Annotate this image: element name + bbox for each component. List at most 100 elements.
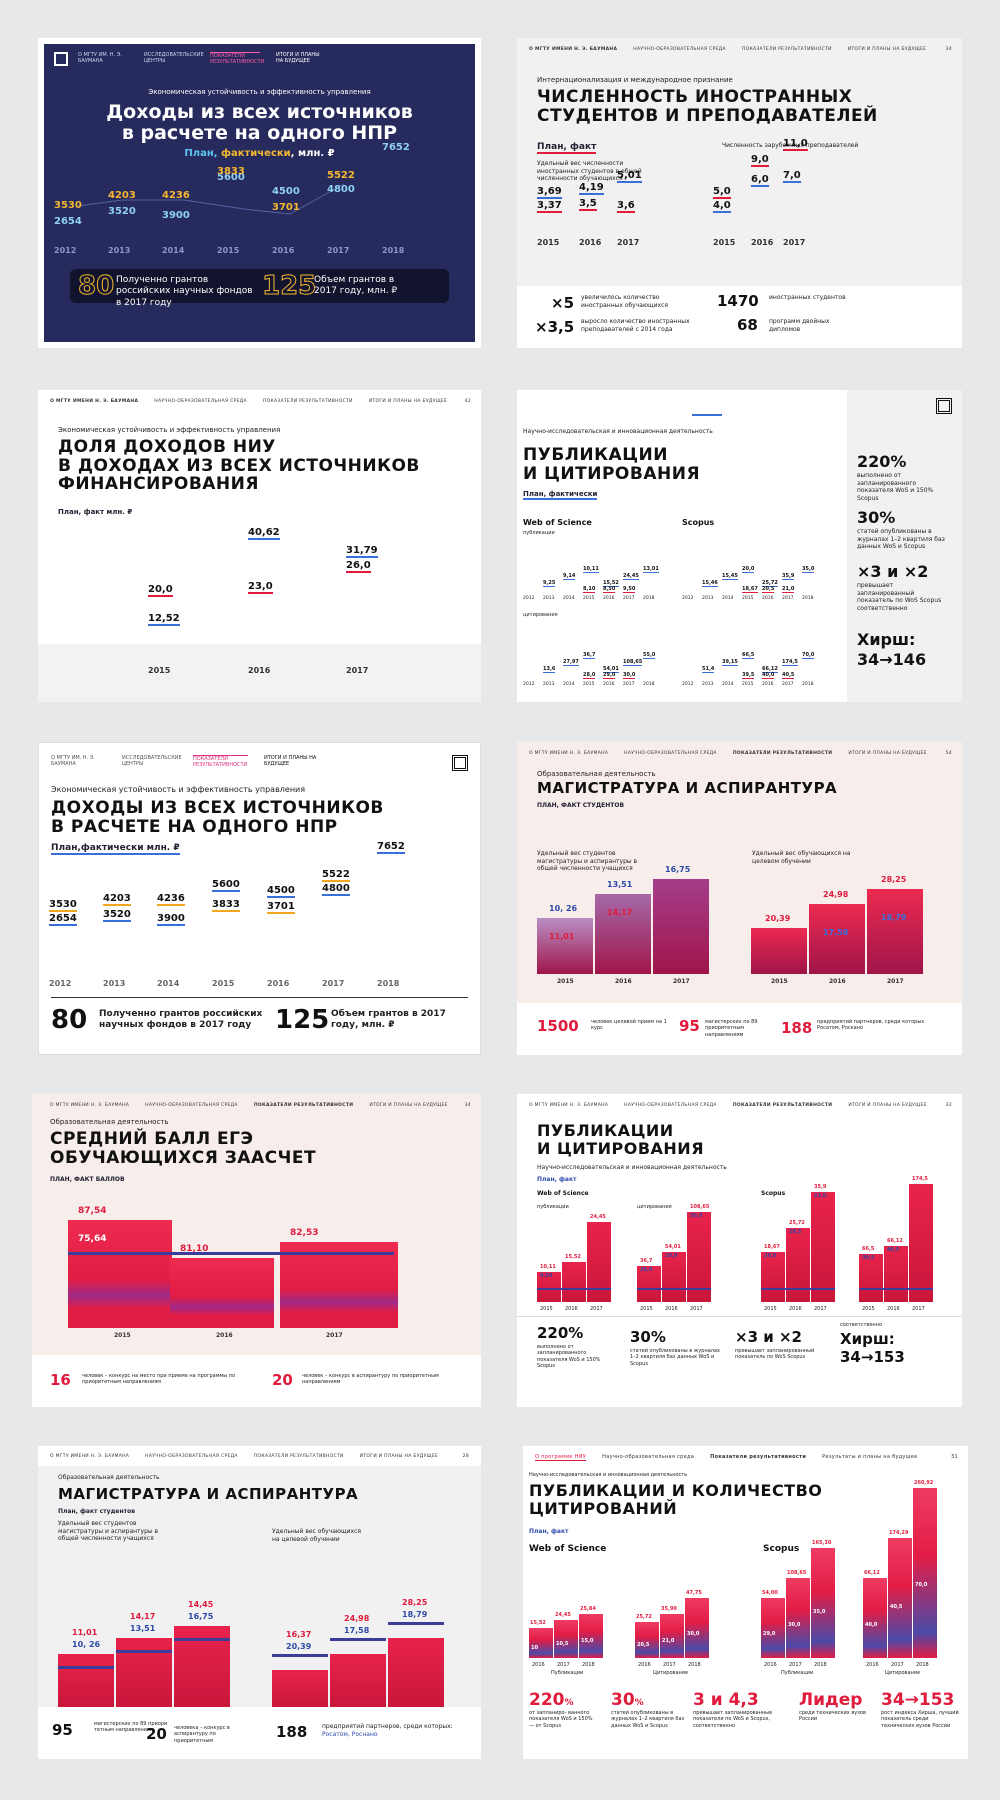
year-label: 2015 [742, 596, 754, 601]
stat-number: 30% [611, 1690, 644, 1710]
nav-item[interactable]: О МГТУ им. Н. Э. Баумана [78, 52, 122, 64]
chart-label: Scopus [682, 518, 715, 527]
nav-item[interactable]: О МГТУ имени Н. Э. Баумана [529, 750, 609, 756]
plan-value: 29,0 [763, 1631, 776, 1637]
year-label: 2017 [789, 1662, 802, 1668]
stat-text: магистерских по 89 приори тетным направл… [94, 1721, 168, 1734]
legend: План, фактически [523, 490, 598, 500]
nav-item[interactable]: Исследовательские центры [122, 755, 182, 767]
plan-value: 66,5 [742, 652, 755, 659]
stat-number: 188 [276, 1723, 308, 1741]
year-label: 2017 [322, 979, 345, 988]
bar-plan [751, 928, 807, 974]
nav-item[interactable]: Исследовательские центры [144, 52, 204, 64]
sidebar-number: Хирш: [857, 630, 916, 649]
nav-item[interactable]: Показатели результативности [732, 750, 833, 756]
year-label: 2017 [617, 238, 640, 247]
year-label: 2016 [603, 596, 615, 601]
nav-item[interactable]: Научно-образовательная среда [145, 1102, 238, 1108]
stat-text: человек целевой прием на 1 курс [591, 1019, 667, 1032]
bar-fact [884, 1246, 908, 1302]
year-label: 2013 [702, 596, 714, 601]
nav-item[interactable]: Показатели результативности [710, 1454, 807, 1460]
nav-item[interactable]: Показатели результативности [253, 1453, 344, 1459]
chart-note: Удельный вес обучающихся на целевом обуч… [752, 850, 851, 865]
plan-value: 13,6 [543, 666, 556, 673]
year-label: 2014 [722, 682, 734, 687]
chart-note: Удельный вес студентов магистратуры и ас… [537, 850, 638, 872]
nav-item[interactable]: Итоги и планы на будущее [369, 1102, 448, 1108]
slide-foreign-students: О МГТУ имени Н. Э. Баумана Научно-образов… [517, 38, 962, 348]
nav-item[interactable]: Научно-образовательная среда [154, 398, 247, 404]
sidebar-number: 34→146 [857, 650, 927, 669]
nav-item[interactable]: Итоги и планы на будущее [368, 398, 448, 404]
bar-fact [662, 1252, 686, 1302]
plan-value: 55,0 [643, 652, 656, 659]
year-label: 2016 [216, 1332, 233, 1339]
plan-value: 13,51 [130, 1624, 156, 1633]
year-label: 2012 [682, 682, 694, 687]
fact-value: 7,0 [783, 170, 801, 183]
fact-value: 3530 [49, 899, 77, 912]
plan-value: 40,5 [890, 1604, 903, 1610]
plan-value: 10, 26 [72, 1640, 101, 1649]
nav-item[interactable]: Научно-образовательная среда [602, 1454, 695, 1460]
plan-value: 3,69 [537, 186, 562, 199]
chart-label: Web of Science [537, 1190, 589, 1197]
year-label: 2016 [887, 1306, 900, 1312]
nav-item[interactable]: Показатели результативности [741, 46, 832, 52]
year-label: 2016 [866, 1662, 879, 1668]
nav-item[interactable]: Показатели результативности [262, 398, 353, 404]
nav-item[interactable]: Научно-образовательная среда [633, 46, 726, 52]
stat-number: ×5 [551, 294, 575, 312]
logo-icon [54, 52, 68, 66]
nav-item[interactable]: О МГТУ имени Н. Э. Баумана [529, 46, 618, 52]
top-nav: О МГТУ имени Н. Э. Баумана Научно-образов… [529, 1100, 952, 1110]
nav-item[interactable]: Научно-образовательная среда [145, 1453, 238, 1459]
nav-item[interactable]: Итоги и планы на будущее [847, 46, 927, 52]
year-label: 2016 [829, 978, 846, 985]
nav-item[interactable]: Итоги и планы на будущее [276, 52, 320, 64]
stat-number: 16 [50, 1371, 71, 1389]
fact-value: 9,50 [623, 586, 636, 593]
stat-text: Объем грантов в 2017 году, млн. ₽ [314, 275, 398, 297]
nav-item[interactable]: О программе НИУ [535, 1453, 587, 1461]
nav-item[interactable]: Показатели результативности [210, 52, 265, 65]
bar-fact [786, 1578, 810, 1658]
plan-value: 31,79 [346, 545, 378, 558]
plan-value: 174,5 [782, 659, 798, 666]
plan-value: 108,65 [623, 659, 643, 666]
fact-value: 47,75 [686, 1590, 702, 1596]
plan-value: 10 [531, 1644, 538, 1651]
nav-item[interactable]: О МГТУ имени Н. Э. Баумана [529, 1102, 609, 1108]
nav-item[interactable]: Научно-образовательная среда [624, 750, 717, 756]
nav-item[interactable]: Итоги и планы на будущее [264, 755, 317, 767]
nav-item[interactable]: Научно-образовательная среда [624, 1102, 717, 1108]
nav-item[interactable]: Итоги и планы на будущее [848, 750, 927, 756]
stat-text: Объем грантов в 2017 году, млн. ₽ [331, 1009, 446, 1031]
nav-item[interactable]: Итоги и планы на будущее [848, 1102, 927, 1108]
title: Доходы из всех источников в расчете на од… [106, 101, 413, 144]
nav-item[interactable]: Итоги и планы на будущее [359, 1453, 439, 1459]
nav-item[interactable]: О МГТУ имени Н. Э. Баумана [50, 398, 139, 404]
nav-item[interactable]: Показатели результативности [193, 755, 248, 768]
slide-publications-sidebar: Научно-исследовательская и инновационная… [517, 390, 962, 702]
nav-item[interactable]: О МГТУ имени Н. Э. Баумана [50, 1453, 130, 1459]
fact-value: 4236 [157, 893, 185, 906]
plan-value: 20,39 [286, 1642, 312, 1651]
stat-number: 20 [272, 1371, 293, 1389]
nav-item[interactable]: Результаты и планы на будущее [822, 1454, 918, 1460]
stat-number: 80 [51, 1005, 88, 1035]
nav-item[interactable]: О МГТУ им. Н. Э. Баумана [51, 755, 95, 767]
bar-plan [653, 879, 709, 974]
nav-item[interactable]: Показатели результативности [253, 1102, 354, 1108]
nav-item[interactable]: О МГТУ имени Н. Э. Баумана [50, 1102, 130, 1108]
nav-item[interactable]: Показатели результативности [732, 1102, 833, 1108]
chart-label: Web of Science [523, 518, 592, 527]
stat-number: 95 [679, 1017, 700, 1035]
plan-value: 9,25 [543, 580, 556, 587]
year-label: 2017 [782, 682, 794, 687]
plan-value: 5600 [217, 172, 245, 183]
plan-line [537, 1288, 611, 1290]
year-label: 2016 [267, 979, 290, 988]
